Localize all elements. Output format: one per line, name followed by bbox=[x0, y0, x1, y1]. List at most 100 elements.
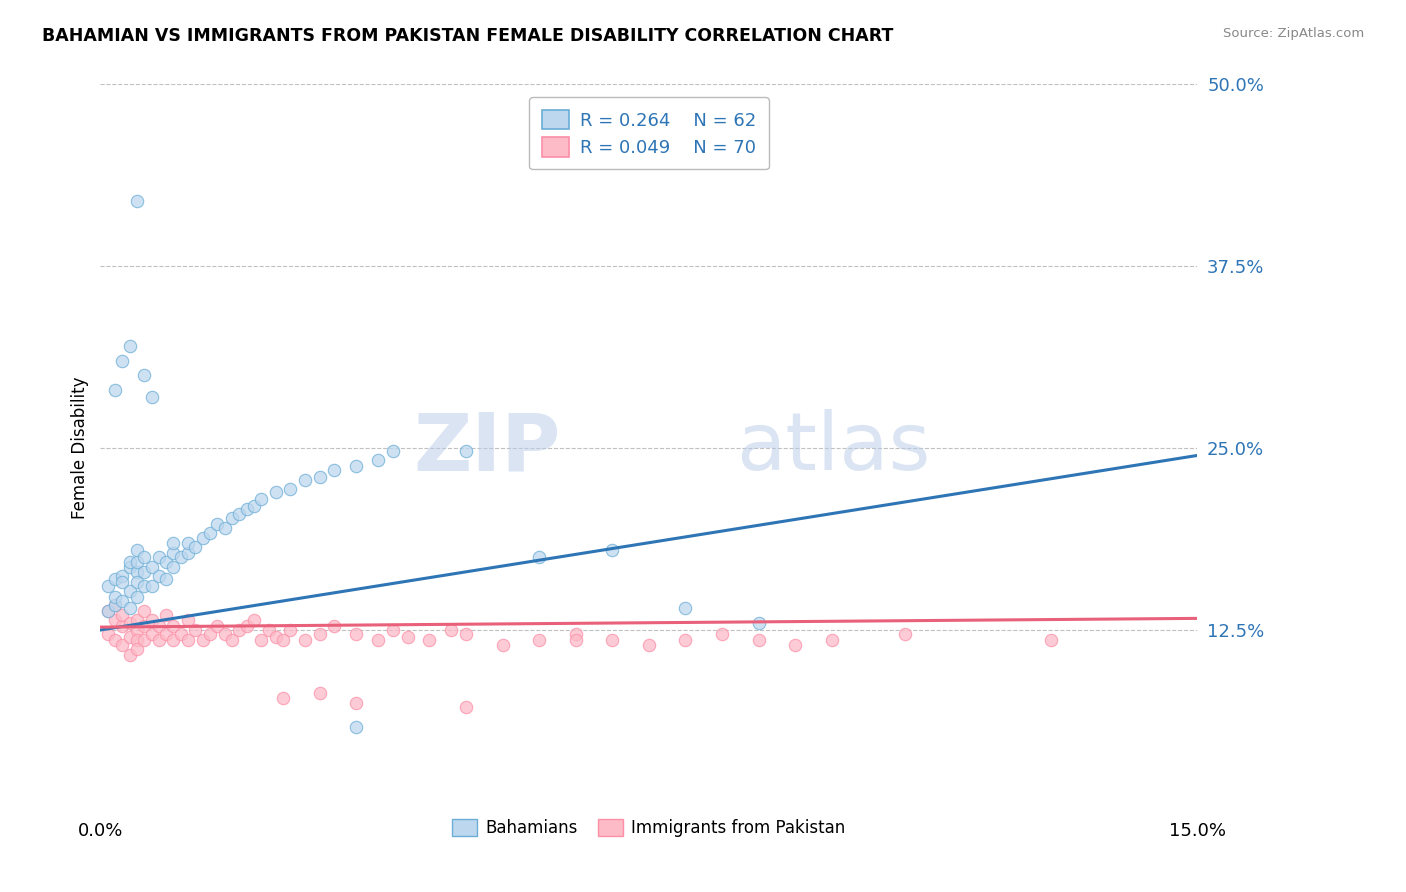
Point bbox=[235, 502, 257, 516]
Point bbox=[125, 555, 148, 569]
Point bbox=[118, 555, 141, 569]
Point bbox=[228, 507, 250, 521]
Point bbox=[162, 560, 184, 574]
Point bbox=[104, 572, 127, 586]
Point bbox=[228, 623, 250, 637]
Point bbox=[111, 569, 134, 583]
Point bbox=[257, 623, 280, 637]
Point bbox=[214, 627, 236, 641]
Point bbox=[243, 500, 266, 514]
Point bbox=[125, 574, 148, 589]
Point bbox=[97, 579, 120, 593]
Point bbox=[125, 543, 148, 558]
Point bbox=[344, 458, 367, 473]
Point bbox=[104, 590, 127, 604]
Point bbox=[600, 633, 623, 648]
Point bbox=[821, 633, 844, 648]
Point bbox=[104, 599, 127, 613]
Point bbox=[1040, 633, 1063, 648]
Point bbox=[440, 623, 463, 637]
Point bbox=[637, 638, 659, 652]
Point bbox=[141, 579, 163, 593]
Point bbox=[198, 627, 221, 641]
Point bbox=[894, 627, 917, 641]
Text: Source: ZipAtlas.com: Source: ZipAtlas.com bbox=[1223, 27, 1364, 40]
Point bbox=[418, 633, 440, 648]
Point bbox=[177, 535, 200, 549]
Point bbox=[454, 700, 477, 714]
Point bbox=[148, 550, 170, 565]
Point bbox=[111, 574, 134, 589]
Point bbox=[294, 633, 316, 648]
Point bbox=[323, 463, 346, 477]
Point bbox=[491, 638, 513, 652]
Point bbox=[673, 601, 696, 615]
Point bbox=[125, 565, 148, 579]
Point bbox=[134, 633, 156, 648]
Point bbox=[243, 613, 266, 627]
Point bbox=[162, 618, 184, 632]
Point bbox=[97, 604, 120, 618]
Point bbox=[323, 618, 346, 632]
Point bbox=[221, 633, 243, 648]
Point bbox=[344, 696, 367, 710]
Legend: Bahamians, Immigrants from Pakistan: Bahamians, Immigrants from Pakistan bbox=[446, 812, 852, 844]
Point bbox=[118, 560, 141, 574]
Point bbox=[280, 482, 302, 496]
Point bbox=[600, 543, 623, 558]
Point bbox=[134, 579, 156, 593]
Point bbox=[564, 633, 586, 648]
Point bbox=[148, 569, 170, 583]
Point bbox=[191, 532, 214, 546]
Point bbox=[134, 604, 156, 618]
Point bbox=[141, 390, 163, 404]
Point bbox=[711, 627, 734, 641]
Point bbox=[118, 339, 141, 353]
Point bbox=[125, 623, 148, 637]
Point bbox=[162, 546, 184, 560]
Point bbox=[170, 627, 193, 641]
Point bbox=[111, 618, 134, 632]
Point bbox=[118, 630, 141, 644]
Point bbox=[527, 550, 550, 565]
Point bbox=[125, 613, 148, 627]
Point bbox=[111, 354, 134, 368]
Point bbox=[134, 368, 156, 383]
Point bbox=[104, 613, 127, 627]
Point bbox=[748, 615, 770, 630]
Point bbox=[367, 633, 389, 648]
Point bbox=[97, 627, 120, 641]
Point bbox=[235, 618, 257, 632]
Point bbox=[184, 623, 207, 637]
Point bbox=[344, 721, 367, 735]
Point bbox=[111, 608, 134, 623]
Point bbox=[280, 623, 302, 637]
Point bbox=[155, 627, 177, 641]
Point bbox=[104, 599, 127, 613]
Point bbox=[214, 521, 236, 535]
Point bbox=[454, 444, 477, 458]
Point bbox=[207, 516, 229, 531]
Text: atlas: atlas bbox=[737, 409, 931, 487]
Point bbox=[118, 583, 141, 598]
Point bbox=[264, 484, 287, 499]
Point bbox=[177, 613, 200, 627]
Point bbox=[104, 383, 127, 397]
Point bbox=[141, 560, 163, 574]
Point bbox=[134, 565, 156, 579]
Point bbox=[527, 633, 550, 648]
Point bbox=[148, 618, 170, 632]
Point bbox=[111, 638, 134, 652]
Point bbox=[125, 194, 148, 208]
Point bbox=[134, 618, 156, 632]
Point bbox=[748, 633, 770, 648]
Point bbox=[155, 555, 177, 569]
Point bbox=[250, 633, 273, 648]
Point bbox=[673, 633, 696, 648]
Point bbox=[155, 572, 177, 586]
Point bbox=[454, 627, 477, 641]
Point bbox=[264, 630, 287, 644]
Point bbox=[308, 685, 330, 699]
Point bbox=[191, 633, 214, 648]
Point bbox=[104, 633, 127, 648]
